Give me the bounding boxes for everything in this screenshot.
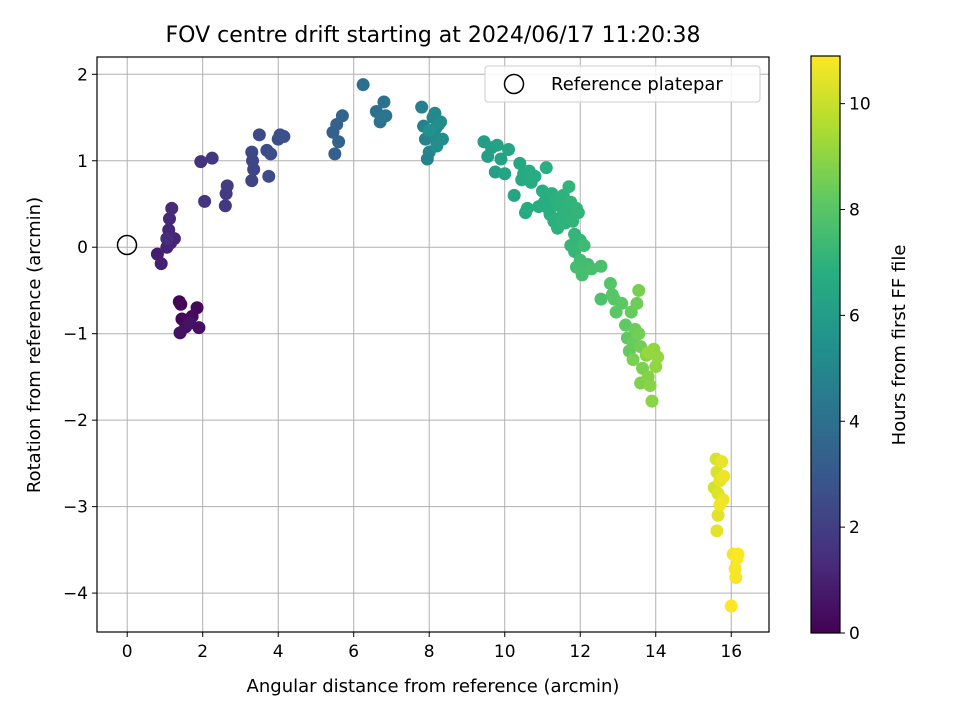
x-tick-label: 12	[569, 642, 591, 662]
x-tick-label: 2	[197, 642, 208, 662]
data-point	[160, 232, 174, 246]
x-axis-label: Angular distance from reference (arcmin)	[247, 676, 620, 697]
data-point	[603, 277, 617, 291]
data-point	[594, 259, 608, 273]
data-point	[422, 123, 436, 137]
data-point	[328, 147, 342, 161]
data-point	[729, 571, 743, 585]
x-tick-label: 4	[273, 642, 284, 662]
data-point	[218, 199, 232, 213]
colorbar-tick-label: 8	[849, 201, 860, 221]
colorbar-tick-label: 6	[849, 306, 860, 326]
data-point	[494, 152, 508, 166]
data-point	[490, 138, 504, 152]
data-point	[632, 327, 646, 341]
x-tick-label: 6	[348, 642, 359, 662]
legend: Reference platepar	[484, 65, 761, 103]
data-point	[245, 174, 259, 188]
data-point	[575, 268, 589, 282]
colorbar-tick-label: 10	[849, 95, 871, 115]
colorbar-tick-label: 0	[849, 624, 860, 644]
data-point	[520, 201, 534, 215]
colorbar-tick-label: 2	[849, 518, 860, 538]
colorbar-label: Hours from first FF file	[889, 245, 910, 446]
scatter-points	[150, 78, 745, 613]
x-axis-ticks: 0 2 4 6 8 10 12 14 16	[122, 632, 742, 662]
legend-label: Reference platepar	[551, 74, 723, 95]
plot-frame	[96, 56, 770, 633]
data-point	[731, 547, 745, 561]
data-point	[430, 139, 444, 153]
y-axis-label: Rotation from reference (arcmin)	[24, 197, 45, 493]
colorbar-tick-label: 4	[849, 412, 860, 432]
data-point	[173, 326, 187, 340]
data-point	[513, 156, 527, 170]
legend-box	[484, 65, 761, 103]
y-tick-label: −2	[63, 411, 88, 431]
chart-title: FOV centre drift starting at 2024/06/17 …	[166, 23, 701, 48]
x-tick-label: 16	[720, 642, 742, 662]
data-point	[630, 296, 644, 310]
data-point	[165, 201, 179, 215]
data-point	[724, 599, 738, 613]
data-point	[194, 155, 208, 169]
y-tick-label: 1	[77, 152, 88, 172]
data-point	[626, 353, 640, 367]
data-point	[182, 316, 196, 330]
x-tick-label: 0	[122, 642, 133, 662]
reference-marker	[116, 234, 138, 256]
data-point	[220, 179, 234, 193]
x-tick-label: 14	[645, 642, 667, 662]
legend-marker	[503, 73, 525, 95]
data-point	[645, 394, 659, 408]
data-point	[174, 297, 188, 311]
y-tick-label: −3	[63, 498, 88, 518]
x-tick-label: 8	[424, 642, 435, 662]
data-point	[577, 238, 591, 252]
data-point	[415, 100, 429, 114]
data-point	[502, 143, 516, 157]
data-point	[154, 257, 168, 271]
data-point	[335, 109, 349, 123]
data-point	[713, 498, 727, 512]
data-point	[507, 188, 521, 202]
x-tick-label: 10	[494, 642, 516, 662]
data-point	[562, 180, 576, 194]
data-point	[528, 169, 542, 183]
y-tick-label: −1	[63, 325, 88, 345]
data-point	[710, 524, 724, 538]
data-point	[643, 379, 657, 393]
data-point	[641, 346, 655, 360]
data-point	[198, 194, 212, 208]
colorbar-ticks: 0 2 4 6 8 10	[840, 95, 871, 644]
y-tick-label: 2	[77, 65, 88, 85]
data-point	[498, 167, 512, 181]
data-point	[332, 135, 346, 149]
data-point	[632, 283, 646, 297]
colorbar	[810, 55, 841, 634]
data-point	[711, 508, 725, 522]
data-point	[205, 151, 219, 165]
data-point	[277, 130, 291, 144]
data-point	[245, 145, 259, 159]
data-point	[715, 455, 729, 469]
data-point	[594, 292, 608, 306]
data-point	[262, 169, 276, 183]
y-tick-label: −4	[63, 584, 88, 604]
data-point	[264, 147, 278, 161]
data-point	[539, 161, 553, 175]
y-axis-ticks: −4 −3 −2 −1 0 1 2	[63, 65, 97, 604]
data-point	[377, 95, 391, 109]
data-point	[356, 78, 370, 92]
data-point	[615, 296, 629, 310]
data-point	[375, 111, 389, 125]
data-point	[434, 115, 448, 129]
y-tick-label: 0	[77, 238, 88, 258]
data-point	[571, 206, 585, 220]
data-point	[252, 128, 266, 142]
data-point	[162, 212, 176, 226]
data-point	[717, 469, 731, 483]
